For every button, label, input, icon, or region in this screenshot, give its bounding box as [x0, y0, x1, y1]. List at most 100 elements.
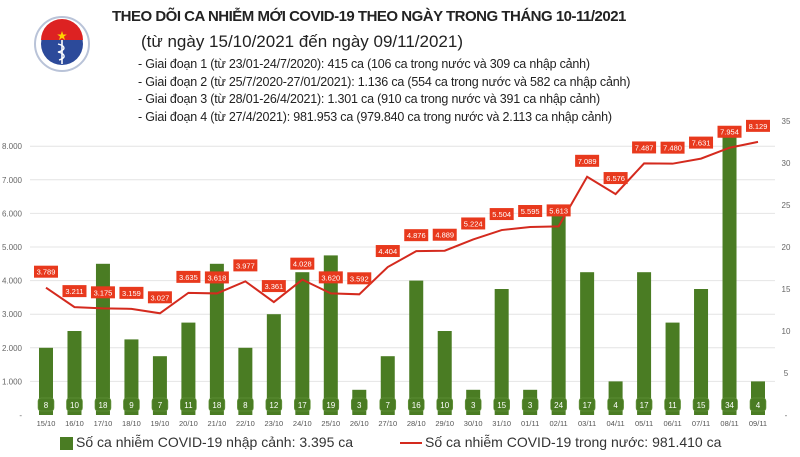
bar-label: 10	[440, 401, 449, 410]
stage-2: - Giai đoạn 2 (từ 25/7/2020-27/01/2021):…	[138, 74, 631, 89]
bar-label-box	[265, 397, 283, 412]
legend-line-swatch	[400, 442, 422, 445]
right-axis-tick: 15	[782, 285, 791, 294]
bar-label: 34	[725, 401, 734, 410]
line-label-box	[575, 154, 600, 167]
line-label-box	[717, 125, 742, 138]
bar	[181, 322, 196, 415]
bar	[437, 331, 452, 415]
line-label: 4.404	[378, 247, 397, 256]
bar-label-box	[208, 397, 226, 412]
bar-label-box	[664, 397, 681, 412]
bar-label: 11	[184, 401, 193, 410]
right-axis-tick: 5	[784, 369, 789, 378]
line-label-box	[318, 271, 343, 284]
right-axis-tick: 35	[782, 117, 791, 126]
right-axis-tick: 20	[782, 243, 791, 252]
x-axis-tick: 16/10	[65, 419, 84, 428]
bar-label-box	[66, 397, 83, 412]
left-axis-tick: 3.000	[2, 310, 23, 319]
x-axis-tick: 09/11	[749, 419, 767, 428]
bar-label-box	[407, 397, 425, 412]
legend-bar-swatch	[60, 436, 73, 450]
line-label: 8.129	[749, 122, 768, 131]
bar-label: 18	[212, 401, 221, 410]
bar-label-box	[322, 397, 340, 412]
line-label: 3.977	[236, 261, 255, 270]
x-axis-tick: 20/10	[179, 419, 198, 428]
bar	[409, 280, 424, 415]
line-label-box	[432, 228, 457, 241]
line-label: 7.487	[635, 143, 654, 152]
line-label: 3.618	[207, 273, 226, 282]
bar	[266, 314, 281, 415]
bar-label: 24	[554, 401, 563, 410]
right-axis-tick: 10	[782, 327, 791, 336]
bar-label-box	[692, 397, 710, 412]
line-label: 4.889	[435, 231, 454, 240]
bar-label: 15	[497, 401, 506, 410]
line-label: 3.159	[122, 289, 141, 298]
bar-label-box	[607, 397, 624, 412]
line-label: 5.504	[492, 210, 511, 219]
line-label-box	[290, 257, 315, 270]
right-axis-tick: 25	[782, 201, 791, 210]
x-axis-tick: 22/10	[236, 419, 255, 428]
bar-label-box	[749, 397, 767, 412]
line-label: 6.576	[606, 174, 625, 183]
line-label-box	[119, 286, 144, 299]
bar-label: 16	[412, 401, 421, 410]
bar-label: 3	[528, 401, 533, 410]
line-label: 4.876	[407, 231, 426, 240]
x-axis-tick: 25/10	[321, 419, 340, 428]
line-label: 3.361	[264, 282, 283, 291]
line-label-box	[518, 205, 543, 218]
line-label-box	[461, 217, 486, 230]
legend-domestic-label: Số ca nhiễm COVID-19 trong nước: 981.410…	[425, 434, 722, 450]
bar-label-box	[350, 397, 368, 412]
line-label: 7.631	[692, 139, 711, 148]
x-axis-tick: 05/11	[635, 419, 653, 428]
x-axis-tick: 19/10	[151, 419, 170, 428]
bar-label-box	[123, 397, 140, 412]
line-label-box	[746, 119, 770, 132]
bar-label: 17	[298, 401, 307, 410]
line-label-box	[347, 272, 372, 285]
stage-4: - Giai đoạn 4 (từ 27/4/2021): 981.953 ca…	[138, 109, 612, 124]
bar	[694, 289, 709, 415]
line-label: 5.595	[521, 207, 540, 216]
bar	[637, 272, 652, 415]
line-label: 7.089	[578, 157, 597, 166]
x-axis-tick: 29/10	[435, 419, 454, 428]
bar	[209, 263, 224, 415]
stage-summary: - Giai đoạn 1 (từ 23/01-24/7/2020): 415 …	[138, 56, 630, 126]
bar	[67, 331, 82, 415]
line-label: 7.954	[720, 128, 739, 137]
line-label-box	[489, 208, 514, 221]
left-axis-tick: 7.000	[2, 176, 23, 185]
x-axis-tick: 17/10	[94, 419, 113, 428]
x-axis-tick: 06/11	[663, 419, 681, 428]
x-axis-tick: 23/10	[264, 419, 283, 428]
bar-label: 7	[158, 401, 163, 410]
x-axis-tick: 30/10	[464, 419, 483, 428]
left-axis-tick: 5.000	[2, 243, 23, 252]
line-label-box	[689, 136, 714, 149]
chart-title: THEO DÕI CA NHIỄM MỚI COVID-19 THEO NGÀY…	[112, 8, 626, 25]
bar-label: 3	[471, 401, 476, 410]
bar-label-box	[37, 397, 55, 412]
bar-label: 17	[583, 401, 592, 410]
bar-label: 15	[697, 401, 706, 410]
x-axis-tick: 07/11	[692, 419, 710, 428]
bar	[551, 213, 566, 415]
x-axis-tick: 27/10	[378, 419, 397, 428]
line-label-box	[204, 271, 229, 284]
legend-imported: Số ca nhiễm COVID-19 nhập cảnh: 3.395 ca	[60, 434, 353, 450]
bar-label: 18	[99, 401, 108, 410]
line-label: 3.592	[350, 274, 369, 283]
x-axis-tick: 03/11	[578, 419, 596, 428]
x-axis-tick: 02/11	[550, 419, 568, 428]
line-label: 5.613	[549, 206, 568, 215]
x-axis-tick: 21/10	[207, 419, 226, 428]
line-label-box	[404, 229, 429, 242]
